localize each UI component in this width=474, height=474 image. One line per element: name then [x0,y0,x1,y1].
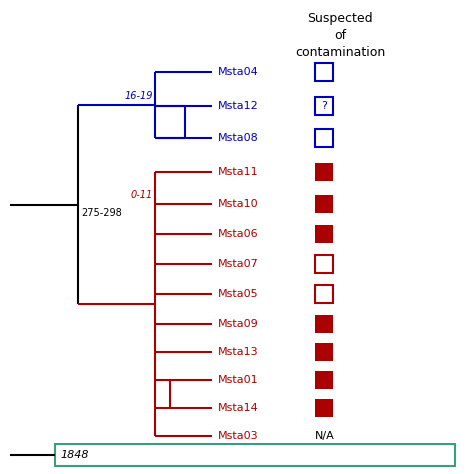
Text: Msta13: Msta13 [218,347,259,357]
Text: Msta10: Msta10 [218,199,259,209]
Text: Msta06: Msta06 [218,229,259,239]
Text: Msta12: Msta12 [218,101,259,111]
Bar [315,371,333,389]
Bar [315,399,333,417]
Text: N/A: N/A [315,431,335,441]
Bar [315,255,333,273]
Text: Msta01: Msta01 [218,375,259,385]
Bar [315,163,333,181]
Bar [315,195,333,213]
Text: 0-11: 0-11 [131,190,153,200]
Bar [315,225,333,243]
Text: Msta07: Msta07 [218,259,259,269]
Text: Msta08: Msta08 [218,133,259,143]
Text: 16-19: 16-19 [125,91,153,101]
Text: 1848: 1848 [60,450,89,460]
Text: 275-298: 275-298 [81,208,122,218]
Bar [315,129,333,147]
Bar [315,343,333,361]
Bar [55,444,455,466]
Text: ?: ? [321,101,327,111]
Text: Msta05: Msta05 [218,289,259,299]
Bar [315,97,333,115]
Text: Msta09: Msta09 [218,319,259,329]
Text: Msta14: Msta14 [218,403,259,413]
Text: Msta11: Msta11 [218,167,259,177]
Bar [315,315,333,333]
Text: Msta03: Msta03 [218,431,259,441]
Text: Msta04: Msta04 [218,67,259,77]
Text: Suspected
of
contamination: Suspected of contamination [295,12,385,59]
Bar [315,63,333,81]
Bar [315,285,333,303]
